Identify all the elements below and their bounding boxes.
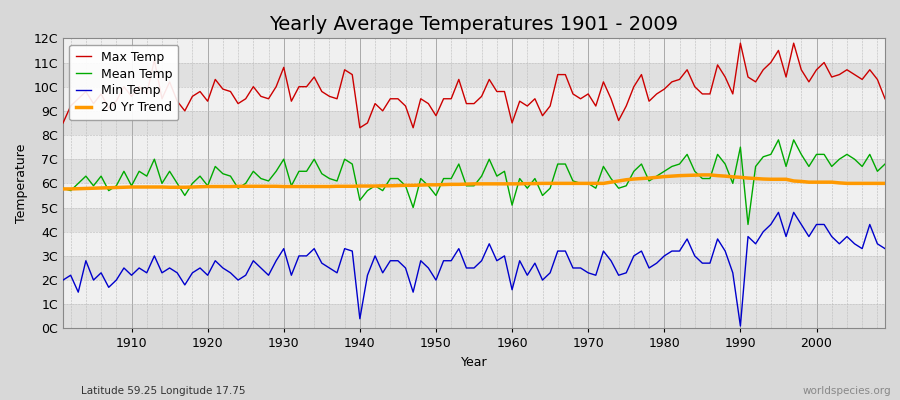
Bar xyxy=(63,280,885,304)
Bar xyxy=(63,208,885,232)
Max Temp xyxy=(507,120,517,125)
Bar xyxy=(63,159,885,183)
Max Temp xyxy=(58,120,68,125)
Bar xyxy=(63,183,885,208)
20 Yr Trend xyxy=(500,182,510,186)
Min Temp xyxy=(507,287,517,292)
Bar xyxy=(63,62,885,87)
Mean Temp xyxy=(331,178,342,183)
20 Yr Trend xyxy=(598,181,608,186)
Line: Max Temp: Max Temp xyxy=(63,43,885,128)
20 Yr Trend xyxy=(286,184,297,189)
20 Yr Trend xyxy=(331,184,342,189)
Max Temp xyxy=(355,125,365,130)
Mean Temp xyxy=(773,138,784,142)
Min Temp xyxy=(119,266,130,270)
Text: Latitude 59.25 Longitude 17.75: Latitude 59.25 Longitude 17.75 xyxy=(81,386,246,396)
Min Temp xyxy=(286,273,297,278)
Bar xyxy=(63,135,885,159)
Y-axis label: Temperature: Temperature xyxy=(15,144,28,223)
Mean Temp xyxy=(598,164,608,169)
Bar xyxy=(63,87,885,111)
20 Yr Trend xyxy=(507,182,517,186)
Line: Min Temp: Min Temp xyxy=(63,212,885,326)
Min Temp xyxy=(500,254,510,258)
20 Yr Trend xyxy=(879,181,890,186)
Min Temp xyxy=(879,246,890,251)
Max Temp xyxy=(119,84,130,89)
Min Temp xyxy=(598,249,608,254)
Bar xyxy=(63,38,885,62)
Max Temp xyxy=(286,99,297,104)
Max Temp xyxy=(606,96,616,101)
Mean Temp xyxy=(742,222,753,227)
Mean Temp xyxy=(286,183,297,188)
Min Temp xyxy=(331,270,342,275)
Min Temp xyxy=(735,324,746,328)
Mean Temp xyxy=(879,162,890,166)
Max Temp xyxy=(331,96,342,101)
Max Temp xyxy=(514,99,525,104)
Max Temp xyxy=(735,41,746,46)
Bar xyxy=(63,256,885,280)
Title: Yearly Average Temperatures 1901 - 2009: Yearly Average Temperatures 1901 - 2009 xyxy=(269,15,679,34)
20 Yr Trend xyxy=(697,172,707,177)
Text: worldspecies.org: worldspecies.org xyxy=(803,386,891,396)
Mean Temp xyxy=(119,169,130,174)
Line: Mean Temp: Mean Temp xyxy=(63,140,885,224)
Bar xyxy=(63,111,885,135)
Mean Temp xyxy=(500,169,510,174)
Legend: Max Temp, Mean Temp, Min Temp, 20 Yr Trend: Max Temp, Mean Temp, Min Temp, 20 Yr Tre… xyxy=(69,44,178,120)
Min Temp xyxy=(773,210,784,215)
Min Temp xyxy=(58,278,68,282)
20 Yr Trend xyxy=(58,186,68,191)
Mean Temp xyxy=(507,203,517,208)
Bar xyxy=(63,304,885,328)
Mean Temp xyxy=(58,186,68,191)
Bar xyxy=(63,232,885,256)
Line: 20 Yr Trend: 20 Yr Trend xyxy=(63,175,885,189)
20 Yr Trend xyxy=(119,185,130,190)
Max Temp xyxy=(879,96,890,101)
X-axis label: Year: Year xyxy=(461,356,487,369)
